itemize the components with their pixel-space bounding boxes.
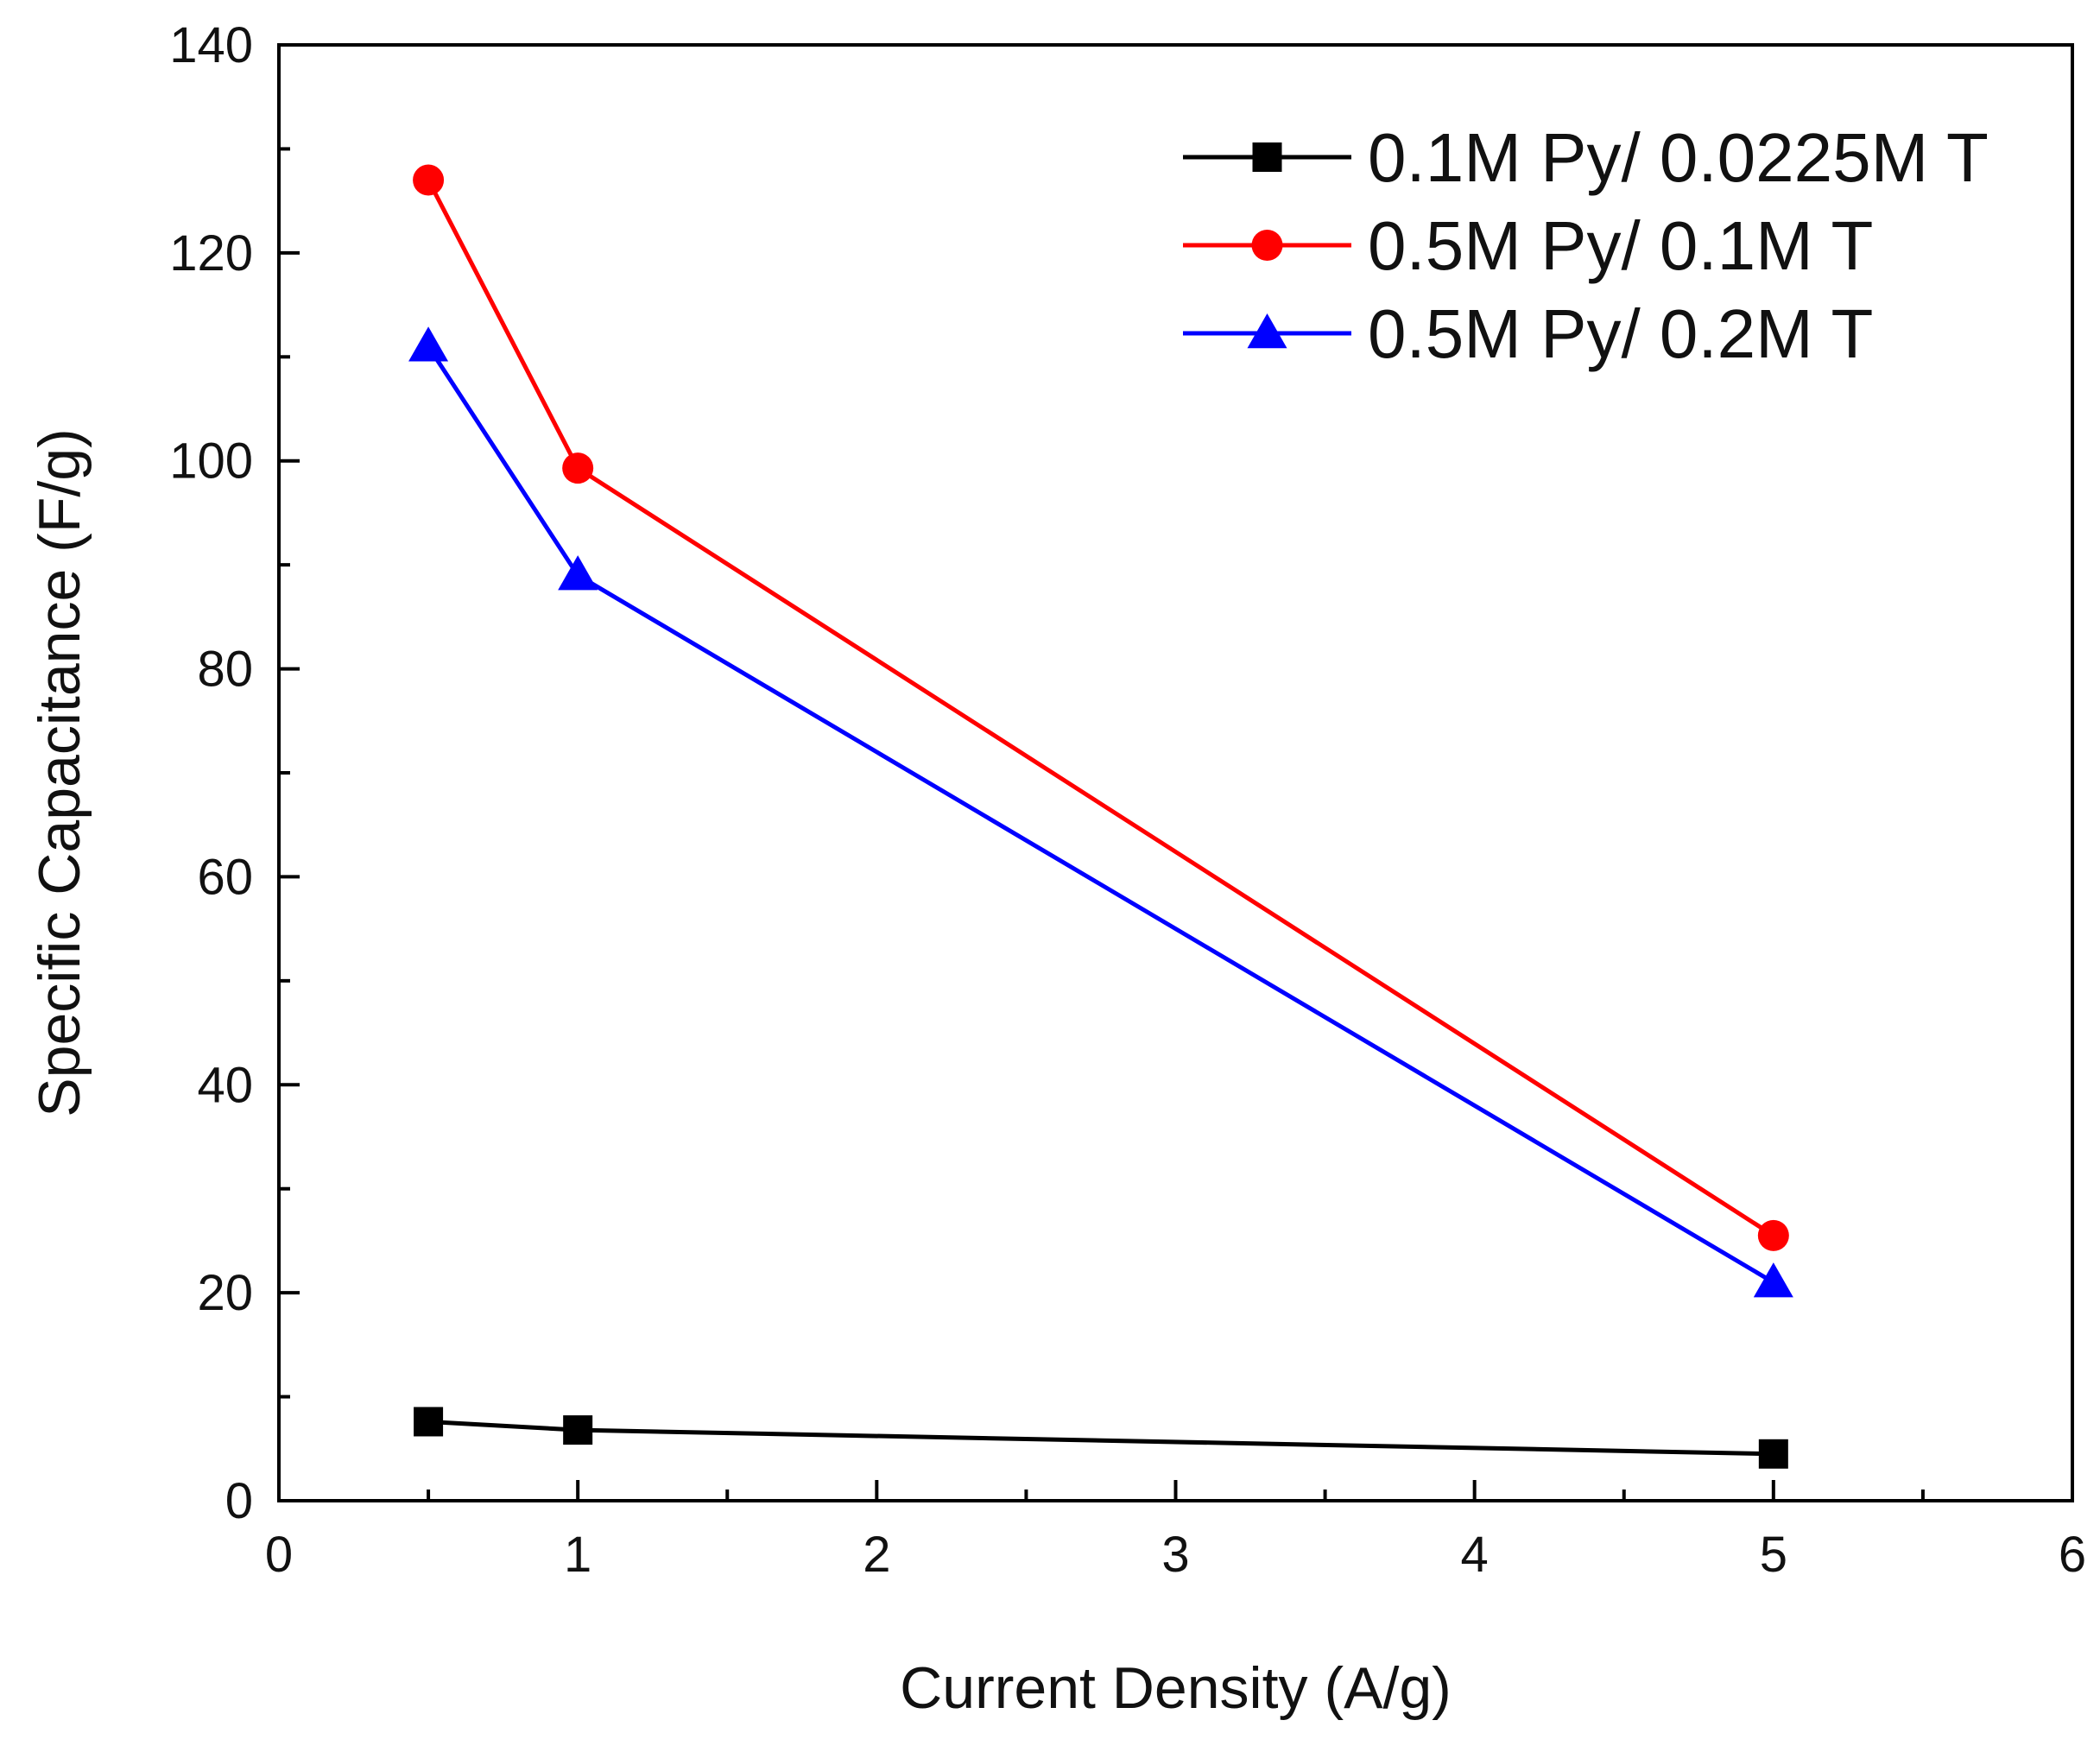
x-tick-label: 6	[2059, 1527, 2086, 1583]
data-point	[558, 555, 598, 591]
series-line	[427, 1419, 1774, 1457]
y-tick-label: 120	[169, 225, 253, 281]
series-2	[408, 326, 1793, 1298]
legend-marker	[1247, 313, 1287, 349]
y-tick-label: 40	[197, 1057, 253, 1113]
x-tick-label: 2	[863, 1527, 890, 1583]
legend: 0.1M Py/ 0.0225M T 0.5M Py/ 0.1M T 0.5M Py…	[1183, 119, 1989, 372]
series-group	[408, 164, 1793, 1469]
legend-label: 0.5M Py/ 0.1M T	[1368, 207, 1873, 284]
x-tick-label: 3	[1161, 1527, 1189, 1583]
data-point	[413, 164, 445, 196]
x-tick-label: 0	[265, 1527, 293, 1583]
x-axis-title: Current Density (A/g)	[900, 1655, 1452, 1721]
legend-item-2: 0.5M Py/ 0.2M T	[1183, 295, 1873, 372]
y-tick-label: 20	[197, 1265, 253, 1321]
legend-marker	[1252, 142, 1282, 172]
y-tick-label: 140	[169, 17, 253, 73]
y-tick-label: 0	[225, 1473, 253, 1529]
x-tick-label: 5	[1760, 1527, 1787, 1583]
legend-item-1: 0.5M Py/ 0.1M T	[1183, 207, 1873, 284]
x-tick-label: 4	[1461, 1527, 1489, 1583]
data-point	[1758, 1439, 1788, 1469]
series-0	[414, 1407, 1788, 1469]
data-point	[1753, 1262, 1793, 1298]
y-axis-title: Specific Capacitance (F/g)	[27, 428, 92, 1116]
y-tick-label: 100	[169, 433, 253, 490]
legend-marker	[1251, 230, 1283, 261]
series-1	[413, 164, 1789, 1251]
data-point	[562, 452, 594, 484]
legend-label: 0.5M Py/ 0.2M T	[1368, 295, 1873, 372]
plot-frame	[277, 43, 2074, 1502]
data-point	[563, 1415, 593, 1445]
data-point	[414, 1407, 444, 1437]
data-point	[1757, 1219, 1789, 1251]
series-line	[426, 345, 1775, 1285]
legend-label: 0.1M Py/ 0.0225M T	[1368, 119, 1989, 196]
legend-item-0: 0.1M Py/ 0.0225M T	[1183, 119, 1989, 196]
y-tick-label: 60	[197, 849, 253, 905]
x-tick-label: 1	[564, 1527, 591, 1583]
data-point	[408, 326, 449, 362]
y-tick-label: 80	[197, 642, 253, 698]
